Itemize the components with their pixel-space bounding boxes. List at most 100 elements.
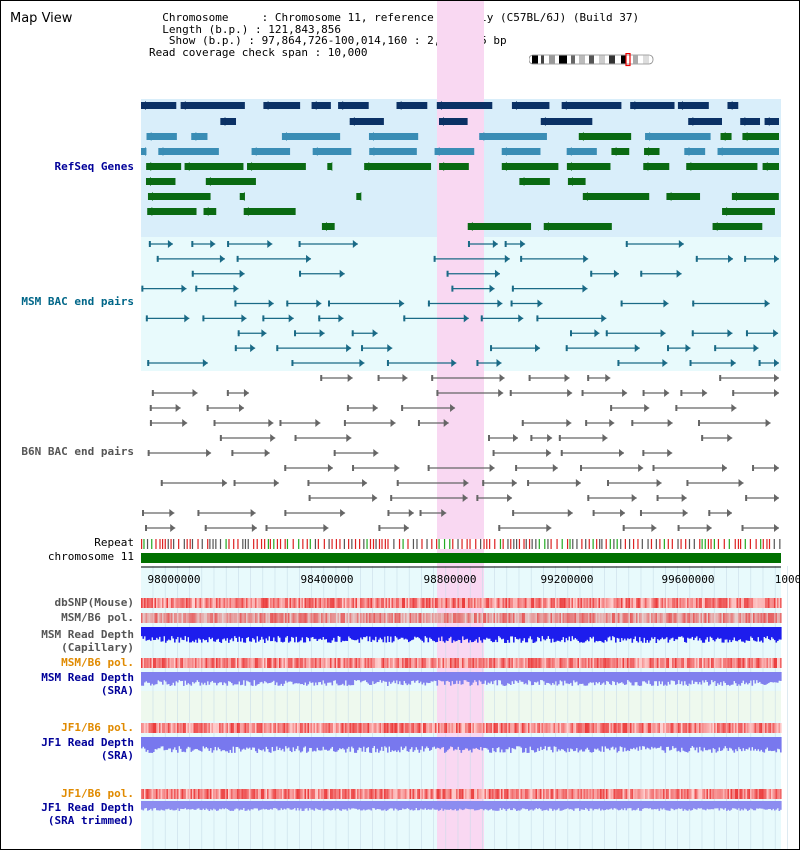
msm-depth-sra-bar <box>516 672 518 682</box>
msm-depth-capillary-bar <box>273 627 275 638</box>
jf1-depth-sra-bar <box>564 737 566 752</box>
msm-b6-pol-heat <box>687 613 689 623</box>
track-label-msm-depth-sra: MSM Read Depth <box>41 671 134 684</box>
jf1-b6-pol-2-heat <box>439 789 442 799</box>
dbsnp-heat <box>442 598 445 608</box>
repeat-mark <box>760 539 762 549</box>
msm-b6-pol-sra-heat <box>598 658 601 668</box>
repeat-mark <box>284 539 286 549</box>
msm-depth-sra-bar <box>505 672 508 686</box>
dbsnp-heat <box>280 598 283 608</box>
msm-b6-pol-sra-heat <box>217 658 220 668</box>
dbsnp-heat <box>606 598 608 608</box>
jf1-b6-pol-heat <box>165 723 167 733</box>
msm-b6-pol-heat <box>298 613 301 623</box>
msm-depth-sra-bar <box>756 672 758 681</box>
msm-depth-capillary-bar <box>555 627 557 642</box>
jf1-b6-pol-2-heat <box>732 789 734 799</box>
msm-depth-sra-bar <box>510 672 512 685</box>
jf1-depth-trimmed-bar <box>328 801 331 811</box>
msm-b6-pol-sra-heat <box>333 658 335 668</box>
jf1-b6-pol-2-heat <box>511 789 514 799</box>
jf1-depth-sra-bar <box>520 737 523 748</box>
jf1-b6-pol-2-heat <box>181 789 184 799</box>
jf1-depth-sra-bar <box>757 737 760 750</box>
dbsnp-heat <box>204 598 206 608</box>
msm-b6-pol-sra-heat <box>637 658 640 668</box>
msm-b6-pol-heat <box>558 613 560 623</box>
msm-depth-sra-bar <box>343 672 346 686</box>
jf1-depth-trimmed-bar <box>454 801 457 810</box>
jf1-depth-sra-bar <box>223 737 226 751</box>
jf1-depth-sra-bar <box>262 737 265 750</box>
msm-b6-pol-sra-heat <box>519 658 521 668</box>
dbsnp-heat <box>538 598 541 608</box>
jf1-depth-sra-bar <box>745 737 748 749</box>
msm-b6-pol-heat <box>610 613 613 623</box>
repeat-mark <box>164 539 166 549</box>
msm-bac-pair-arrow <box>268 299 274 308</box>
dbsnp-heat <box>607 598 610 608</box>
dbsnp-heat <box>598 598 601 608</box>
msm-depth-capillary-bar <box>630 627 632 639</box>
dbsnp-heat <box>199 598 202 608</box>
jf1-b6-pol-heat <box>324 723 326 733</box>
msm-depth-capillary-bar <box>544 627 547 641</box>
dbsnp-heat <box>615 598 617 608</box>
repeat-mark <box>513 539 515 549</box>
msm-b6-pol-heat <box>451 613 454 623</box>
jf1-b6-pol-heat <box>315 723 317 733</box>
jf1-depth-sra-bar <box>286 737 289 749</box>
repeat-mark <box>207 539 209 549</box>
msm-b6-pol-heat <box>493 613 496 623</box>
jf1-b6-pol-heat <box>175 723 178 733</box>
repeat-mark <box>620 539 622 549</box>
jf1-depth-trimmed-bar <box>465 801 467 809</box>
msm-b6-pol-heat <box>621 613 623 623</box>
refseq-gene <box>501 163 559 170</box>
msm-depth-sra-bar <box>454 672 457 684</box>
jf1-b6-pol-heat <box>166 723 169 733</box>
b6n-bac-pair-end <box>431 375 434 381</box>
jf1-b6-pol-2-heat <box>475 789 478 799</box>
msm-depth-sra-bar <box>484 672 487 681</box>
msm-depth-capillary-bar <box>454 627 457 642</box>
msm-depth-sra-bar <box>744 672 746 685</box>
jf1-b6-pol-2-heat <box>751 789 754 799</box>
jf1-b6-pol-2-heat <box>198 789 200 799</box>
jf1-b6-pol-heat <box>732 723 734 733</box>
msm-b6-pol-sra-heat <box>666 658 668 668</box>
msm-depth-sra-bar <box>264 672 266 682</box>
jf1-depth-trimmed-bar <box>661 801 664 810</box>
dbsnp-heat <box>277 598 280 608</box>
dbsnp-heat <box>322 598 325 608</box>
jf1-depth-sra-bar <box>765 737 767 750</box>
msm-b6-pol-sra-heat <box>345 658 347 668</box>
msm-b6-pol-sra-heat <box>312 658 314 668</box>
jf1-depth-trimmed-bar <box>144 801 146 809</box>
msm-b6-pol-heat <box>250 613 253 623</box>
b6n-bac-pair-arrow <box>408 509 414 517</box>
msm-b6-pol-sra-heat <box>252 658 254 668</box>
jf1-b6-pol-2-heat <box>168 789 170 799</box>
msm-b6-pol-heat <box>436 613 439 623</box>
msm-depth-capillary-bar <box>462 627 464 637</box>
chromosome-ideogram[interactable] <box>529 53 655 67</box>
gene-arrow <box>501 162 507 171</box>
msm-bac-pair-arrow <box>678 240 684 248</box>
msm-depth-sra-bar <box>414 672 416 683</box>
msm-b6-pol-sra-heat <box>343 658 346 668</box>
msm-depth-capillary-bar <box>493 627 496 642</box>
jf1-depth-trimmed-bar <box>583 801 586 810</box>
jf1-b6-pol-heat <box>201 723 203 733</box>
jf1-b6-pol-heat <box>259 723 262 733</box>
msm-b6-pol-sra-heat <box>382 658 385 668</box>
msm-depth-sra-bar <box>466 672 469 682</box>
jf1-b6-pol-heat <box>739 723 742 733</box>
jf1-depth-trimmed-bar <box>522 801 524 809</box>
msm-b6-pol-heat <box>183 613 185 623</box>
jf1-b6-pol-heat <box>352 723 355 733</box>
msm-depth-sra-bar <box>778 672 781 681</box>
msm-depth-sra-bar <box>492 672 494 685</box>
